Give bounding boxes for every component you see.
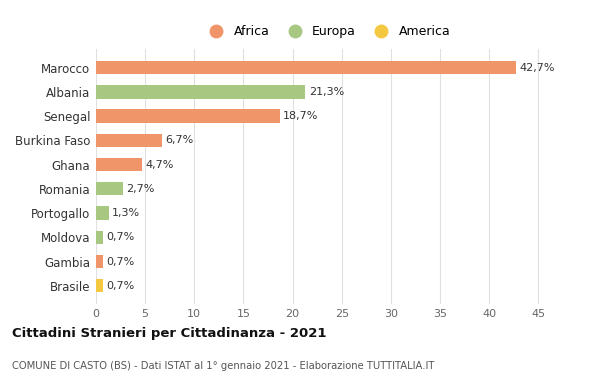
Text: 0,7%: 0,7% [106,256,134,266]
Text: 0,7%: 0,7% [106,232,134,242]
Text: 1,3%: 1,3% [112,208,140,218]
Text: 18,7%: 18,7% [283,111,319,121]
Text: Cittadini Stranieri per Cittadinanza - 2021: Cittadini Stranieri per Cittadinanza - 2… [12,327,326,340]
Text: 4,7%: 4,7% [146,160,174,169]
Text: 21,3%: 21,3% [309,87,344,97]
Text: 0,7%: 0,7% [106,281,134,291]
Bar [96,109,280,123]
Text: 6,7%: 6,7% [166,135,194,145]
Bar [96,158,142,171]
Bar [96,85,305,98]
Bar [96,231,103,244]
Bar [96,134,162,147]
Bar [96,206,109,220]
Text: 42,7%: 42,7% [519,63,554,73]
Text: COMUNE DI CASTO (BS) - Dati ISTAT al 1° gennaio 2021 - Elaborazione TUTTITALIA.I: COMUNE DI CASTO (BS) - Dati ISTAT al 1° … [12,361,434,371]
Bar [96,255,103,268]
Legend: Africa, Europa, America: Africa, Europa, America [199,20,455,43]
Text: 2,7%: 2,7% [126,184,154,194]
Bar [96,279,103,293]
Bar [96,61,516,74]
Bar [96,182,122,195]
